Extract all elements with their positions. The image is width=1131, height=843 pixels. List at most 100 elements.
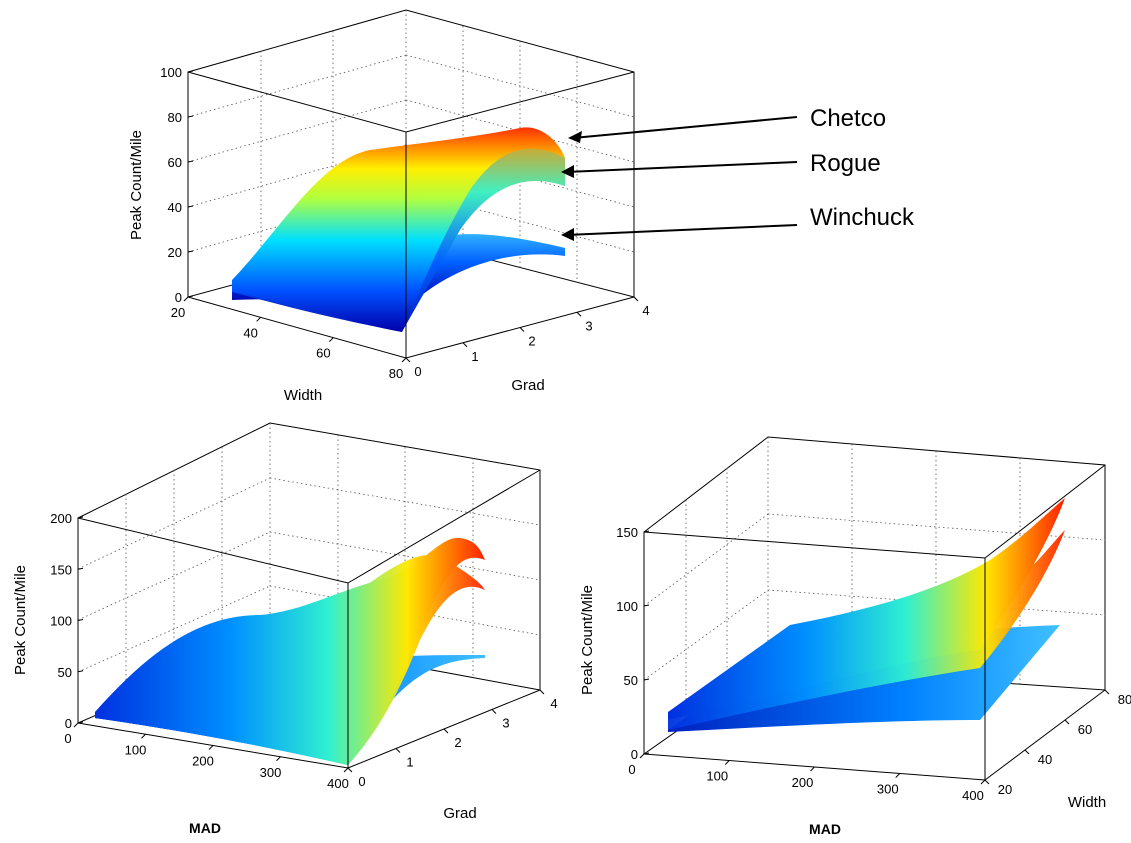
top-z-ticks-mark bbox=[188, 251, 193, 252]
top-x-ticks-mark bbox=[257, 317, 261, 321]
bl-x-ticks-mark bbox=[277, 757, 281, 761]
br-z-tick-label: 50 bbox=[624, 673, 638, 688]
br-ylabel: Width bbox=[1068, 794, 1106, 811]
br-y-ticks-mark bbox=[1025, 750, 1029, 754]
br-x-tick-label: 0 bbox=[628, 762, 635, 777]
top-z-ticks-mark bbox=[188, 296, 193, 297]
top-zlabel: Peak Count/Mile bbox=[128, 130, 145, 240]
winchuck-arrow bbox=[566, 225, 797, 235]
top-top-front bbox=[188, 72, 634, 132]
top-x-ticks-mark bbox=[402, 358, 406, 362]
br-x-tick-label: 400 bbox=[962, 788, 984, 803]
br-y-ticks: 20 40 60 80 bbox=[985, 690, 1131, 797]
label-winchuck: Winchuck bbox=[810, 204, 915, 231]
top-y-ticks: 0 1 2 3 4 bbox=[406, 297, 650, 379]
bl-x-tick-label: 400 bbox=[327, 776, 349, 791]
top-z-tick-label: 0 bbox=[175, 290, 182, 305]
br-z-tick-label: 150 bbox=[616, 525, 638, 540]
bl-x-tick-label: 0 bbox=[64, 731, 71, 746]
callouts: Chetco Rogue Winchuck bbox=[561, 105, 915, 241]
bl-y-ticks-mark bbox=[396, 749, 400, 753]
br-z-tick-label: 100 bbox=[616, 599, 638, 614]
bl-x-ticks-mark bbox=[344, 768, 348, 772]
rogue-arrow bbox=[566, 162, 797, 172]
bl-z-tick-label: 0 bbox=[65, 716, 72, 731]
bl-x-tick-label: 300 bbox=[260, 765, 282, 780]
br-x-tick-label: 200 bbox=[792, 775, 814, 790]
bl-zlabel: Peak Count/Mile bbox=[12, 565, 29, 675]
bl-y-tick-label: 3 bbox=[502, 716, 509, 731]
br-x-ticks: 0 100 200 300 400 bbox=[628, 754, 985, 803]
bl-y-ticks-mark bbox=[444, 729, 448, 733]
bl-x-ticks-mark bbox=[74, 723, 78, 727]
label-rogue: Rogue bbox=[810, 150, 881, 177]
top-x-tick-label: 40 bbox=[243, 325, 257, 340]
bl-y-ticks-mark bbox=[540, 690, 544, 694]
bl-surface-top bbox=[95, 538, 485, 765]
bl-y-tick-label: 0 bbox=[358, 774, 365, 789]
br-x-ticks-mark bbox=[896, 774, 900, 778]
bl-z-tick-label: 150 bbox=[50, 562, 72, 577]
top-y-ticks-mark bbox=[634, 297, 638, 301]
top-y-tick-label: 2 bbox=[528, 334, 535, 349]
top-ylabel: Grad bbox=[511, 377, 544, 394]
top-y-tick-label: 3 bbox=[585, 318, 592, 333]
bl-y-tick-label: 2 bbox=[454, 735, 461, 750]
bl-x-ticks-mark bbox=[142, 734, 146, 738]
top-z-tick-label: 100 bbox=[160, 65, 182, 80]
top-z-ticks-mark bbox=[188, 116, 193, 117]
br-x-ticks-mark bbox=[725, 761, 729, 765]
br-y-tick-label: 40 bbox=[1038, 752, 1052, 767]
br-x-ticks-mark bbox=[640, 754, 644, 758]
bl-y-ticks-mark bbox=[348, 768, 352, 772]
top-y-ticks-mark bbox=[577, 312, 581, 316]
top-z-ticks-mark bbox=[188, 161, 193, 162]
bl-x-ticks-mark bbox=[209, 746, 213, 750]
top-y-tick-label: 1 bbox=[471, 349, 478, 364]
bl-top-front bbox=[78, 470, 540, 583]
panel-bottom-left: 0 50 100 150 200 0 100 200 300 400 0 1 2 3 4 Peak Co… bbox=[12, 423, 558, 836]
top-x-tick-label: 80 bbox=[389, 366, 403, 381]
br-zlabel: Peak Count/Mile bbox=[579, 585, 596, 695]
bl-z-ticks-mark bbox=[78, 671, 83, 672]
bl-y-tick-label: 1 bbox=[406, 755, 413, 770]
top-x-tick-label: 60 bbox=[316, 346, 330, 361]
top-y-ticks-mark bbox=[463, 343, 467, 347]
winchuck-arrowhead bbox=[561, 228, 574, 241]
top-x-ticks-mark bbox=[329, 338, 333, 342]
bl-x-tick-label: 200 bbox=[192, 754, 214, 769]
br-y-tick-label: 60 bbox=[1078, 722, 1092, 737]
br-x-tick-label: 300 bbox=[877, 782, 899, 797]
br-y-ticks-mark bbox=[985, 780, 989, 784]
bl-z-tick-label: 200 bbox=[50, 511, 72, 526]
br-x-ticks-mark bbox=[981, 780, 985, 784]
br-x-ticks-mark bbox=[811, 767, 815, 771]
br-x-tick-label: 100 bbox=[706, 769, 728, 784]
top-z-tick-label: 40 bbox=[168, 200, 182, 215]
bl-y-tick-label: 4 bbox=[550, 696, 557, 711]
br-y-tick-label: 80 bbox=[1118, 692, 1131, 707]
br-y-tick-label: 20 bbox=[998, 782, 1012, 797]
br-z-tick-label: 0 bbox=[631, 747, 638, 762]
label-chetco: Chetco bbox=[810, 105, 886, 132]
chetco-arrowhead bbox=[568, 131, 582, 143]
bl-z-tick-label: 50 bbox=[58, 665, 72, 680]
top-z-tick-label: 60 bbox=[168, 155, 182, 170]
top-z-ticks-mark bbox=[188, 71, 193, 72]
bl-ylabel: Grad bbox=[443, 805, 476, 822]
chetco-arrow bbox=[573, 117, 797, 138]
top-y-ticks-mark bbox=[406, 358, 410, 362]
br-y-ticks-mark bbox=[1105, 690, 1109, 694]
top-xlabel: Width bbox=[284, 387, 322, 404]
top-y-ticks-mark bbox=[520, 328, 524, 332]
top-z-ticks-mark bbox=[188, 206, 193, 207]
top-x-ticks-mark bbox=[184, 297, 188, 301]
bl-x-tick-label: 100 bbox=[125, 742, 147, 757]
panel-bottom-right: 0 50 100 150 0 100 200 300 400 20 40 60 80 Peak Co… bbox=[579, 437, 1131, 837]
top-y-tick-label: 0 bbox=[414, 364, 421, 379]
bl-y-ticks-mark bbox=[492, 710, 496, 714]
br-y-ticks-mark bbox=[1065, 720, 1069, 724]
top-z-tick-label: 80 bbox=[168, 110, 182, 125]
